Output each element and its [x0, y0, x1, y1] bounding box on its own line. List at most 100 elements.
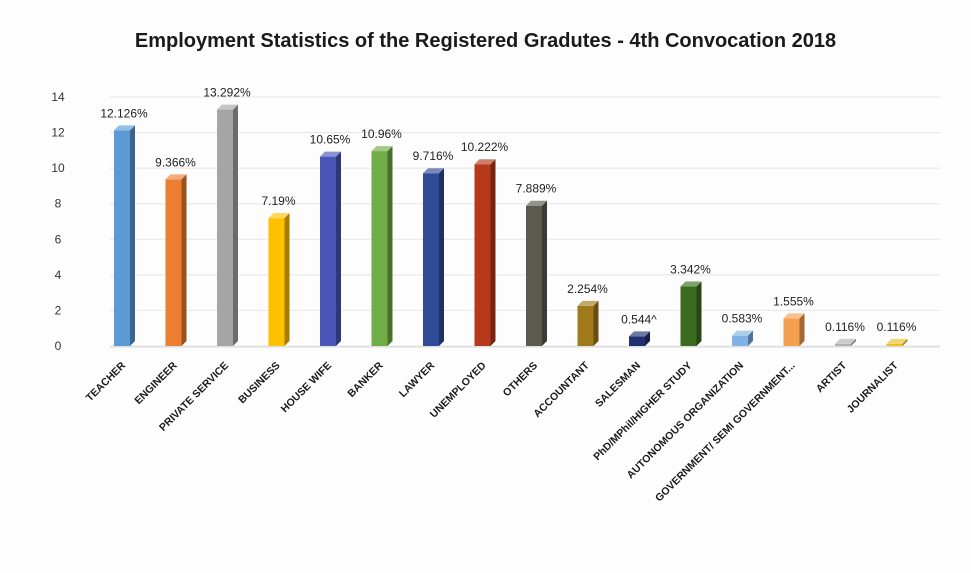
bar-top: [217, 104, 238, 110]
bar-front: [474, 164, 491, 346]
bar-front: [577, 305, 594, 346]
bar-top: [732, 330, 753, 336]
category-label: SALESMAN: [593, 360, 643, 410]
chart-title: Employment Statistics of the Registered …: [134, 30, 837, 52]
bar: [577, 300, 599, 346]
y-tick-label: 0: [55, 339, 62, 353]
bar-side: [902, 338, 908, 346]
bar-side: [387, 146, 393, 346]
bars: [114, 104, 908, 346]
data-label: 0.116%: [825, 320, 865, 334]
data-label: 3.342%: [670, 263, 711, 277]
bar: [268, 213, 290, 346]
bar-top: [526, 200, 547, 206]
bar-side: [490, 159, 496, 346]
bar-side: [336, 151, 341, 346]
y-tick-label: 6: [55, 232, 62, 246]
bar-side: [799, 313, 805, 346]
bar: [732, 330, 753, 346]
bar: [629, 331, 650, 346]
category-label: BUSINESS: [236, 360, 282, 406]
bar-top: [680, 281, 702, 287]
category-label: LAWYER: [397, 359, 438, 400]
bar-top: [114, 125, 135, 131]
bar-front: [680, 286, 697, 346]
data-label: 1.555%: [773, 294, 814, 308]
bar: [886, 338, 908, 346]
data-label: 10.65%: [310, 133, 351, 147]
data-label: 12.126%: [100, 106, 148, 120]
y-tick-label: 12: [51, 126, 65, 140]
bar: [217, 104, 238, 346]
bar-front: [114, 130, 130, 346]
bar-side: [439, 168, 444, 346]
bar-side: [233, 104, 238, 346]
data-label: 7.889%: [516, 182, 557, 196]
bar-top: [835, 338, 856, 344]
bar: [526, 200, 547, 346]
bar-top: [629, 331, 650, 337]
bar-front: [886, 343, 903, 346]
y-tick-label: 4: [55, 268, 62, 282]
bar-top: [320, 151, 341, 157]
bar-front: [320, 156, 336, 346]
bar-top: [886, 338, 908, 344]
data-label: 9.366%: [155, 155, 196, 169]
bar-front: [423, 173, 439, 346]
bar-front: [526, 205, 542, 346]
data-label: 10.96%: [361, 127, 402, 141]
bar: [423, 168, 444, 346]
category-label: BANKER: [345, 359, 386, 400]
y-tick-label: 10: [51, 161, 65, 175]
bar-side: [748, 330, 753, 346]
bar: [783, 313, 805, 346]
data-label: 9.716%: [413, 149, 454, 163]
data-label: 0.116%: [877, 320, 917, 334]
bar-side: [645, 331, 650, 346]
gridlines: [110, 96, 940, 348]
bar-front: [371, 151, 388, 346]
bar: [680, 281, 702, 346]
y-axis-ticks: 0 2 4 6 8 10 12 14: [51, 90, 65, 353]
bar-side: [130, 125, 135, 346]
bar-front: [732, 335, 748, 346]
data-label: 2.254%: [567, 282, 608, 296]
bar: [114, 125, 135, 346]
bar: [474, 159, 496, 346]
category-label: TEACHER: [84, 359, 129, 404]
bar-front: [835, 343, 851, 346]
y-tick-label: 14: [51, 90, 65, 104]
y-tick-label: 2: [55, 303, 62, 317]
bar-top: [268, 213, 290, 219]
bar: [835, 338, 856, 346]
data-label: 0.544^: [621, 312, 657, 326]
bar-side: [593, 300, 599, 346]
category-label: OTHERS: [501, 360, 540, 399]
data-labels: 12.126% 9.366% 13.292% 7.19% 10.65% 10.96% 9.7…: [100, 86, 916, 334]
category-label: PhD/MPhil/HIGHER STUDY: [591, 360, 694, 463]
category-label: HOUSE WIFE: [279, 360, 335, 416]
data-label: 10.222%: [461, 140, 509, 154]
bar-front: [629, 336, 645, 346]
data-label: 0.583%: [722, 312, 763, 326]
bar-top: [165, 174, 187, 180]
bar-side: [181, 174, 187, 346]
bar-top: [371, 146, 393, 152]
bar-front: [268, 218, 285, 346]
category-label: ENGINEER: [132, 359, 180, 407]
data-label: 13.292%: [203, 86, 251, 100]
bar-front: [783, 318, 800, 346]
bar-side: [284, 213, 290, 346]
bar-side: [851, 338, 856, 346]
bar-front: [165, 179, 182, 346]
bar-top: [783, 313, 805, 319]
bar-top: [423, 168, 444, 174]
bar-front: [217, 109, 233, 346]
category-label: UNEMPLOYED: [428, 359, 489, 420]
bar: [320, 151, 341, 346]
category-label: JOURNALIST: [845, 359, 901, 415]
bar-top: [577, 300, 599, 306]
bar: [371, 146, 393, 346]
